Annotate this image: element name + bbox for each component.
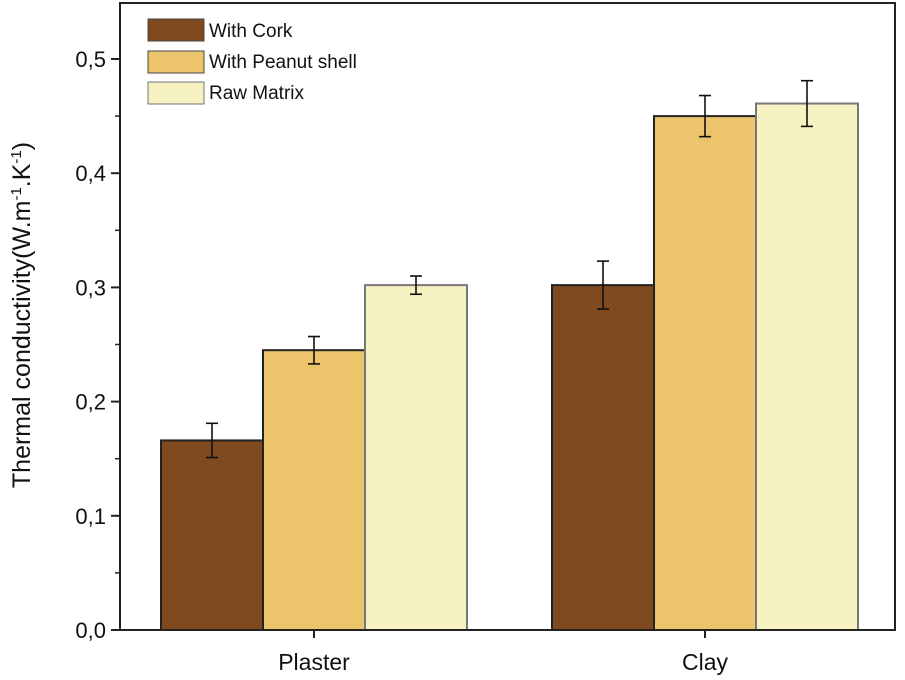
bar-plaster-with-cork bbox=[160, 439, 264, 632]
y-tick-label: 0,3 bbox=[75, 275, 106, 300]
legend-label-with-cork: With Cork bbox=[209, 21, 293, 42]
error-bar-plaster-with-peanut-shell bbox=[308, 335, 320, 365]
x-tick-label-clay: Clay bbox=[682, 649, 729, 675]
y-axis-title: Thermal conductivity(W.m-1.K-1) bbox=[8, 142, 36, 488]
y-tick-label: 0,4 bbox=[75, 161, 106, 186]
bar-plaster-with-peanut-shell bbox=[262, 349, 366, 631]
legend: With Cork With Peanut shell Raw Matrix bbox=[147, 18, 357, 105]
legend-swatch-raw-matrix bbox=[147, 81, 205, 105]
error-bar-clay-raw-matrix bbox=[801, 79, 813, 128]
bar-clay-raw-matrix bbox=[755, 102, 859, 631]
legend-swatch-with-peanut-shell bbox=[147, 50, 205, 74]
plot-frame bbox=[119, 2, 896, 631]
y-tick-label: 0,5 bbox=[75, 47, 106, 72]
bar-plaster-raw-matrix bbox=[364, 284, 468, 631]
legend-label-with-peanut-shell: With Peanut shell bbox=[209, 52, 357, 73]
error-bar-clay-with-peanut-shell bbox=[699, 94, 711, 138]
legend-swatch-with-cork bbox=[147, 18, 205, 42]
bar-clay-with-cork bbox=[551, 284, 655, 631]
bar-clay-with-peanut-shell bbox=[653, 115, 757, 632]
error-bar-plaster-raw-matrix bbox=[410, 275, 422, 296]
error-bar-plaster-with-cork bbox=[206, 422, 218, 459]
y-tick-label: 0,0 bbox=[75, 618, 106, 643]
legend-label-raw-matrix: Raw Matrix bbox=[209, 83, 305, 104]
y-tick-label: 0,2 bbox=[75, 390, 106, 415]
x-tick-label-plaster: Plaster bbox=[278, 649, 350, 675]
error-bar-clay-with-cork bbox=[597, 260, 609, 310]
y-tick-label: 0,1 bbox=[75, 504, 106, 529]
